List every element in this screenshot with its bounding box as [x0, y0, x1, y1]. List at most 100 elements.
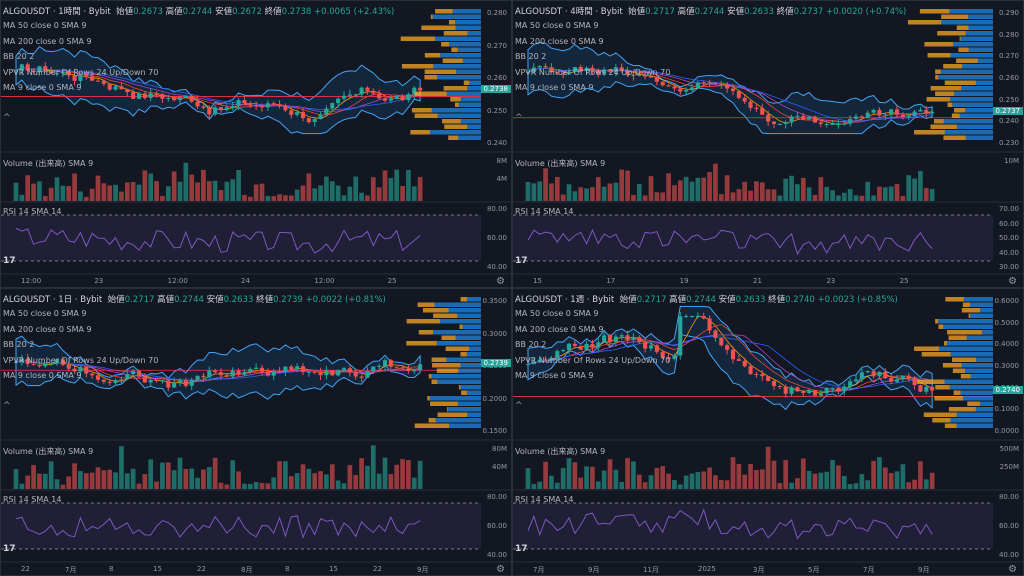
- tradingview-logo-icon[interactable]: 17: [3, 256, 16, 266]
- vpvr-bar-up: [432, 330, 481, 335]
- collapse-legend-icon[interactable]: ^: [515, 113, 523, 123]
- candle-body: [777, 386, 782, 388]
- chart-canvas[interactable]: [513, 1, 1024, 288]
- indicator-legend[interactable]: VPVR Number Of Rows 24 Up/Down 70: [3, 67, 159, 77]
- candle-body: [871, 371, 876, 377]
- candle-body: [113, 86, 118, 90]
- chart-panel-p1w[interactable]: ALGOUSDT · 1週 · Bybit 始値0.2717 高値0.2744 …: [512, 288, 1024, 576]
- indicator-legend[interactable]: MA 50 close 0 SMA 9: [3, 309, 87, 318]
- volume-bar: [165, 462, 171, 489]
- symbol-name[interactable]: ALGOUSDT · 1週 · Bybit: [515, 295, 615, 305]
- symbol-name[interactable]: ALGOUSDT · 4時間 · Bybit: [515, 7, 623, 17]
- indicator-legend[interactable]: BB 20 2: [3, 340, 35, 349]
- indicator-legend[interactable]: MA 50 close 0 SMA 9: [3, 21, 87, 30]
- chart-panel-p1h[interactable]: ALGOUSDT · 1時間 · Bybit 始値0.2673 高値0.2744…: [0, 0, 512, 288]
- gear-icon[interactable]: ⚙: [496, 564, 505, 575]
- chart-canvas[interactable]: [1, 1, 512, 288]
- volume-bar: [900, 196, 906, 201]
- rsi-legend[interactable]: RSI 14 SMA 14: [515, 495, 574, 504]
- candle-body: [531, 361, 536, 364]
- indicator-legend[interactable]: BB 20 2: [515, 340, 547, 349]
- candle-body: [818, 122, 823, 124]
- candle-body: [218, 372, 224, 376]
- symbol-name[interactable]: ALGOUSDT · 1時間 · Bybit: [3, 7, 111, 17]
- volume-bar: [543, 461, 548, 489]
- indicator-legend[interactable]: VPVR Number Of Rows 24 Up/Down 70: [515, 67, 671, 77]
- rsi-legend[interactable]: RSI 14 SMA 14: [3, 207, 62, 216]
- indicator-legend[interactable]: MA 9 close 0 SMA 9: [515, 371, 594, 380]
- volume-bar: [218, 482, 224, 489]
- candle-body: [37, 364, 42, 367]
- moving-average-line: [15, 359, 421, 383]
- candle-body: [678, 88, 683, 92]
- rsi-legend[interactable]: RSI 14 SMA 14: [3, 495, 62, 504]
- rsi-legend[interactable]: RSI 14 SMA 14: [515, 207, 574, 216]
- tradingview-logo-icon[interactable]: 17: [515, 544, 528, 554]
- collapse-legend-icon[interactable]: ^: [515, 401, 523, 411]
- volume-bar: [730, 192, 736, 201]
- indicator-legend[interactable]: MA 200 close 0 SMA 9: [3, 324, 92, 334]
- gear-icon[interactable]: ⚙: [1008, 564, 1017, 575]
- candle-body: [25, 358, 30, 365]
- indicator-legend[interactable]: MA 50 close 0 SMA 9: [515, 21, 599, 30]
- volume-bar: [95, 175, 101, 201]
- indicator-legend[interactable]: MA 9 close 0 SMA 9: [3, 83, 82, 92]
- candle-body: [330, 103, 335, 109]
- indicator-legend[interactable]: VPVR Number Of Rows 24 Up/Down 70: [3, 355, 159, 365]
- chart-panel-p1d[interactable]: ALGOUSDT · 1日 · Bybit 始値0.2717 高値0.2744 …: [0, 288, 512, 576]
- vpvr-bar-up: [434, 302, 481, 307]
- price-axis-tick: 0.230: [998, 139, 1019, 147]
- volume-legend[interactable]: Volume (出来高) SMA 9: [3, 447, 94, 456]
- indicator-legend[interactable]: VPVR Number Of Rows 24 Up/Down 70: [515, 355, 671, 365]
- gear-icon[interactable]: ⚙: [496, 276, 505, 287]
- indicator-legend[interactable]: MA 200 close 0 SMA 9: [515, 324, 604, 334]
- collapse-legend-icon[interactable]: ^: [3, 113, 11, 123]
- time-axis-tick: 25: [387, 277, 397, 285]
- volume-bar: [353, 475, 359, 489]
- volume-legend[interactable]: Volume (出来高) SMA 9: [515, 159, 606, 168]
- rsi-axis-tick: 60.00: [486, 234, 507, 242]
- candle-body: [631, 74, 636, 76]
- indicator-legend[interactable]: MA 200 close 0 SMA 9: [3, 36, 92, 46]
- tradingview-logo-icon[interactable]: 17: [3, 544, 16, 554]
- indicator-legend[interactable]: BB 20 2: [515, 52, 547, 61]
- volume-bar: [365, 195, 370, 201]
- low-label: 安値: [727, 7, 745, 17]
- candle-body: [742, 360, 747, 367]
- indicator-legend[interactable]: MA 9 close 0 SMA 9: [515, 83, 594, 92]
- volume-bar: [888, 473, 894, 489]
- rsi-axis-tick: 50.00: [998, 234, 1019, 242]
- tradingview-logo-icon[interactable]: 17: [515, 256, 528, 266]
- chart-canvas[interactable]: [1, 289, 512, 576]
- symbol-header: ALGOUSDT · 1週 · Bybit 始値0.2717 高値0.2744 …: [515, 293, 898, 305]
- candle-body: [195, 101, 200, 107]
- volume-bar: [572, 191, 578, 201]
- chart-canvas[interactable]: [513, 289, 1024, 576]
- volume-bar: [411, 477, 417, 489]
- volume-bar: [113, 184, 118, 201]
- symbol-name[interactable]: ALGOUSDT · 1日 · Bybit: [3, 295, 103, 305]
- indicator-legend[interactable]: MA 200 close 0 SMA 9: [515, 36, 604, 46]
- volume-bar: [60, 185, 66, 201]
- chart-panel-p4h[interactable]: ALGOUSDT · 4時間 · Bybit 始値0.2717 高値0.2744…: [512, 0, 1024, 288]
- indicator-legend[interactable]: MA 9 close 0 SMA 9: [3, 371, 82, 380]
- vpvr-bar-down: [428, 418, 436, 423]
- candle-body: [101, 80, 106, 84]
- candle-body: [836, 124, 841, 125]
- volume-legend[interactable]: Volume (出来高) SMA 9: [515, 447, 606, 456]
- gear-icon[interactable]: ⚙: [1008, 276, 1017, 287]
- volume-legend[interactable]: Volume (出来高) SMA 9: [3, 159, 94, 168]
- indicator-legend[interactable]: BB 20 2: [3, 52, 35, 61]
- indicator-legend[interactable]: MA 50 close 0 SMA 9: [515, 309, 599, 318]
- candle-body: [107, 83, 112, 90]
- vpvr-bar-up: [960, 390, 993, 395]
- candle-body: [406, 94, 411, 101]
- vpvr-bar-up: [975, 80, 993, 85]
- vpvr-bar-down: [427, 396, 430, 401]
- volume-bar: [713, 475, 718, 489]
- vpvr-bar-up: [462, 324, 481, 329]
- volume-bar: [654, 467, 660, 489]
- collapse-legend-icon[interactable]: ^: [3, 401, 11, 411]
- candle-body: [25, 64, 30, 71]
- volume-bar: [189, 468, 195, 489]
